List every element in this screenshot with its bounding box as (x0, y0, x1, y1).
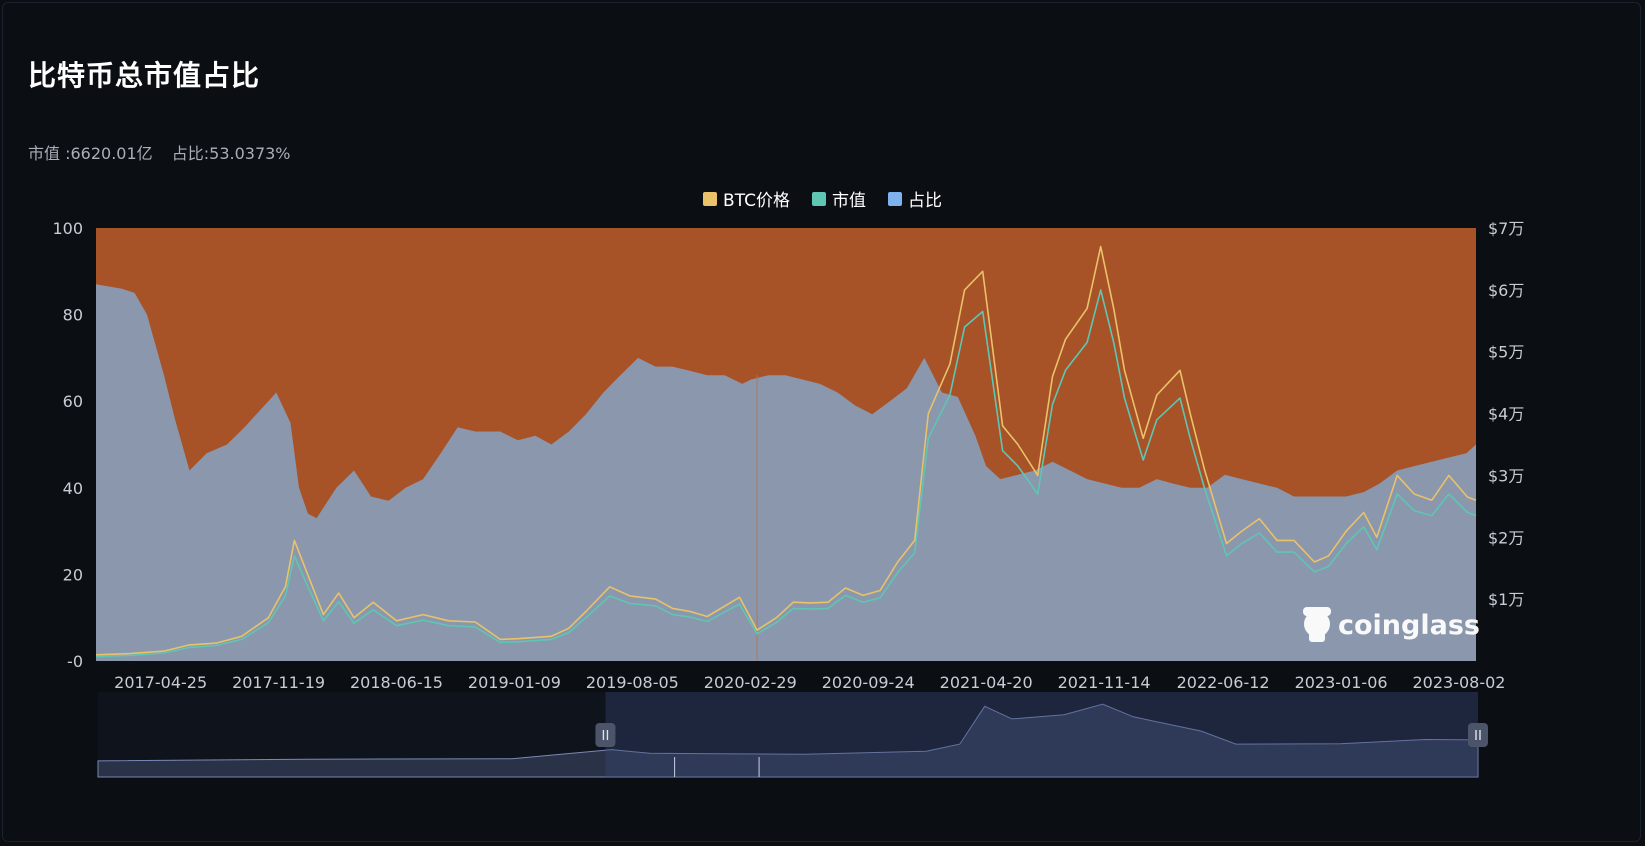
minimap-handle-left[interactable] (595, 723, 616, 747)
y-left-tick-label: 100 (52, 219, 83, 238)
x-tick-label: 2023-08-02 (1412, 673, 1505, 692)
x-tick-label: 2018-06-15 (350, 673, 443, 692)
y-right-tick-label: $2万 (1488, 528, 1524, 547)
page-title: 比特币总市值占比 (28, 59, 261, 92)
plot-area: coinglass (95, 228, 1480, 661)
x-tick-label: 2020-09-24 (822, 673, 915, 692)
legend-label-dominance: 占比 (907, 191, 942, 211)
y-right-tick-label: $4万 (1488, 405, 1524, 424)
minimap-window (605, 692, 1478, 777)
logo-head (1304, 611, 1330, 637)
dominance-area (96, 284, 1476, 661)
market-cap-stat: 市值 :6620.01亿 (28, 144, 153, 163)
y-left-tick-label: 60 (63, 392, 83, 411)
x-tick-label: 2020-02-29 (704, 673, 797, 692)
minimap (97, 692, 1488, 778)
minimap-area (97, 703, 1479, 778)
x-tick-label: 2022-06-12 (1177, 673, 1270, 692)
x-tick-label: 2017-04-25 (114, 673, 207, 692)
dominance-stat: 占比:53.0373% (171, 144, 291, 163)
y-left-tick-label: 80 (63, 306, 83, 325)
summary-stats: 市值 :6620.01亿 占比:53.0373% (28, 140, 305, 164)
y-right-tick-label: $3万 (1488, 466, 1524, 485)
y-left-tick-label: 20 (63, 565, 83, 584)
watermark: coinglass (1303, 607, 1480, 642)
legend-item-btc-price[interactable]: BTC价格 (703, 186, 790, 211)
chart-legend: BTC价格 市值 占比 (0, 186, 1645, 211)
legend-item-market-cap[interactable]: 市值 (811, 186, 866, 211)
minimap-handle-right[interactable] (1468, 723, 1488, 747)
legend-swatch-market-cap (811, 191, 826, 206)
y-left-tick-label: 40 (63, 479, 83, 498)
y-right-tick-label: $7万 (1488, 219, 1524, 238)
legend-swatch-dominance (887, 191, 902, 206)
logo-base (1309, 632, 1325, 642)
watermark-text: coinglass (1338, 610, 1480, 641)
y-right-tick-label: $1万 (1488, 590, 1524, 609)
coinglass-logo-icon (1303, 607, 1331, 642)
legend-item-dominance[interactable]: 占比 (887, 186, 942, 211)
x-tick-label: 2019-01-09 (468, 673, 561, 692)
logo-ears (1303, 607, 1331, 616)
y-right-tick-label: $5万 (1488, 343, 1524, 362)
legend-swatch-btc-price (703, 191, 718, 206)
legend-label-market-cap: 市值 (831, 191, 866, 211)
btc-price-line (95, 245, 1477, 656)
x-tick-label: 2023-01-06 (1295, 673, 1388, 692)
x-tick-label: 2021-11-14 (1058, 673, 1151, 692)
x-tick-label: 2019-08-05 (586, 673, 679, 692)
y-right-tick-label: $6万 (1488, 281, 1524, 300)
handle-grip (1468, 723, 1488, 747)
handle-grip (595, 723, 616, 747)
x-tick-label: 2017-11-19 (232, 673, 325, 692)
legend-label-btc-price: BTC价格 (723, 191, 790, 211)
x-tick-label: 2021-04-20 (940, 673, 1033, 692)
y-left-tick-label: -0 (67, 652, 83, 671)
market-cap-line (95, 289, 1477, 658)
